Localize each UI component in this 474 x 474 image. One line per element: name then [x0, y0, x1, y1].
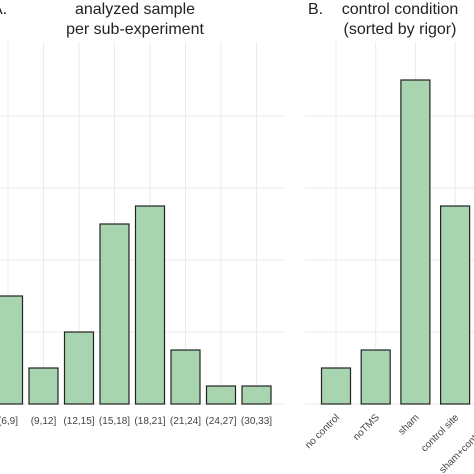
panel-label: B. — [308, 1, 323, 18]
chart-title: (sorted by rigor) — [344, 21, 457, 38]
x-tick-label: (30,33] — [241, 416, 272, 427]
x-tick-label: (21,24] — [170, 416, 201, 427]
bar — [400, 79, 431, 405]
panel-label: A. — [0, 1, 7, 18]
bar — [360, 349, 391, 405]
x-tick-label: (9,12] — [31, 416, 57, 427]
bar — [205, 385, 237, 405]
bar — [241, 385, 272, 405]
x-tick-label: sham — [396, 412, 421, 437]
x-tick-label: (18,21] — [134, 416, 165, 427]
x-tick-label: (6,9] — [0, 416, 18, 427]
x-tick-label: control site — [419, 412, 461, 454]
bar — [170, 349, 201, 405]
x-tick-label: (15,18] — [99, 416, 130, 427]
x-tick-label: noTMS — [351, 412, 382, 443]
bar — [0, 295, 24, 405]
x-tick-label: (24,27] — [205, 416, 236, 427]
x-tick-label: no control — [303, 412, 342, 451]
bar — [99, 223, 130, 405]
chart-title: per sub-experiment — [66, 21, 204, 38]
bar — [134, 205, 166, 405]
chart-title: control condition — [342, 1, 459, 18]
bar — [63, 331, 95, 405]
bar — [440, 205, 471, 405]
chart-title: analyzed sample — [75, 1, 195, 18]
x-tick-label: (12,15] — [63, 416, 94, 427]
bar — [28, 367, 59, 405]
bar — [320, 367, 352, 405]
